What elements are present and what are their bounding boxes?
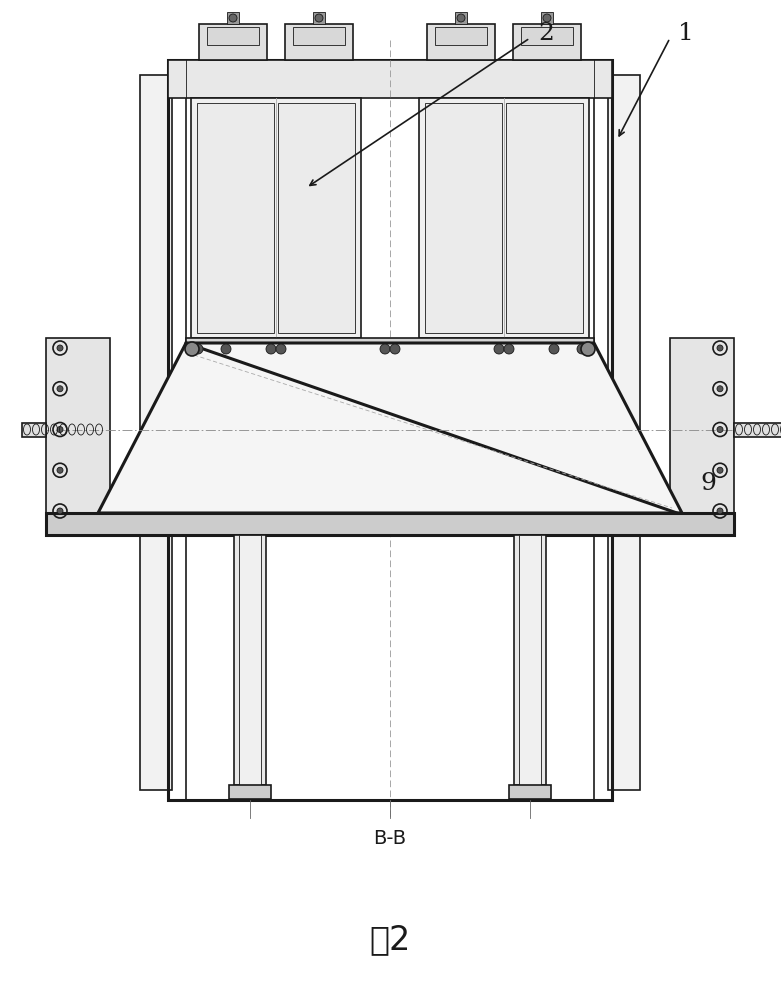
Circle shape bbox=[57, 345, 63, 351]
Bar bbox=[521, 27, 573, 45]
Bar bbox=[608, 75, 640, 790]
Bar bbox=[278, 103, 355, 333]
Bar bbox=[251, 463, 262, 515]
Bar bbox=[506, 103, 583, 333]
Circle shape bbox=[276, 344, 286, 354]
Bar bbox=[509, 785, 551, 799]
Bar bbox=[734, 422, 781, 436]
Bar bbox=[46, 338, 110, 521]
Text: 图2: 图2 bbox=[369, 924, 411, 956]
Bar bbox=[140, 75, 172, 790]
Circle shape bbox=[549, 344, 559, 354]
Bar bbox=[168, 60, 612, 800]
Circle shape bbox=[57, 467, 63, 473]
Bar bbox=[474, 420, 534, 448]
Circle shape bbox=[193, 344, 203, 354]
Bar bbox=[199, 24, 267, 60]
Bar bbox=[293, 27, 345, 45]
Circle shape bbox=[717, 508, 723, 514]
Circle shape bbox=[57, 426, 63, 432]
Bar bbox=[541, 12, 553, 24]
Bar bbox=[22, 422, 46, 436]
Circle shape bbox=[229, 14, 237, 22]
Text: 1: 1 bbox=[678, 22, 694, 45]
Bar bbox=[437, 365, 571, 420]
Bar bbox=[519, 535, 541, 785]
Circle shape bbox=[504, 344, 514, 354]
Circle shape bbox=[266, 344, 276, 354]
Circle shape bbox=[57, 386, 63, 392]
Bar bbox=[219, 445, 333, 463]
Bar bbox=[301, 463, 312, 515]
Bar bbox=[209, 365, 343, 420]
Bar bbox=[186, 338, 594, 360]
Circle shape bbox=[380, 344, 390, 354]
Bar bbox=[268, 463, 279, 515]
Bar bbox=[284, 463, 295, 515]
Circle shape bbox=[457, 14, 465, 22]
Bar bbox=[512, 463, 523, 515]
Bar bbox=[229, 785, 271, 799]
Bar bbox=[427, 24, 495, 60]
Bar bbox=[447, 445, 561, 463]
Bar bbox=[168, 60, 612, 98]
Text: B-B: B-B bbox=[373, 828, 407, 848]
Bar bbox=[479, 463, 490, 515]
Text: 2: 2 bbox=[538, 22, 554, 45]
Bar bbox=[239, 535, 261, 785]
Circle shape bbox=[57, 508, 63, 514]
Bar bbox=[234, 535, 266, 785]
Circle shape bbox=[543, 14, 551, 22]
Bar bbox=[435, 27, 487, 45]
Bar bbox=[227, 12, 239, 24]
Bar bbox=[197, 103, 274, 333]
Circle shape bbox=[494, 344, 504, 354]
Circle shape bbox=[315, 14, 323, 22]
Bar bbox=[46, 513, 734, 535]
Bar bbox=[419, 98, 589, 338]
Bar bbox=[455, 12, 467, 24]
Circle shape bbox=[717, 467, 723, 473]
Circle shape bbox=[717, 426, 723, 432]
Circle shape bbox=[577, 344, 587, 354]
Bar bbox=[285, 24, 353, 60]
Bar bbox=[425, 103, 502, 333]
Circle shape bbox=[221, 344, 231, 354]
Bar bbox=[246, 420, 306, 448]
Bar bbox=[670, 338, 734, 521]
Bar bbox=[513, 24, 581, 60]
Circle shape bbox=[390, 344, 400, 354]
Bar bbox=[530, 463, 540, 515]
Circle shape bbox=[717, 345, 723, 351]
Polygon shape bbox=[98, 343, 682, 513]
Text: 9: 9 bbox=[700, 473, 716, 495]
Circle shape bbox=[185, 342, 199, 356]
Circle shape bbox=[717, 386, 723, 392]
Bar bbox=[313, 12, 325, 24]
Circle shape bbox=[581, 342, 595, 356]
Bar bbox=[234, 463, 244, 515]
Bar bbox=[462, 463, 473, 515]
Bar bbox=[207, 27, 259, 45]
Bar bbox=[191, 98, 361, 338]
Bar bbox=[514, 535, 546, 785]
Bar bbox=[495, 463, 507, 515]
